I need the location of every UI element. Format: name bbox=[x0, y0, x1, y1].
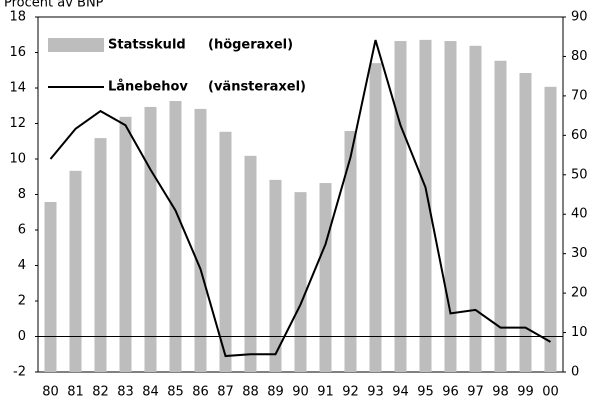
x-tick-label: 98 bbox=[492, 385, 509, 400]
x-tick-label: 95 bbox=[417, 385, 434, 400]
bar bbox=[144, 106, 157, 372]
x-tick-label: 82 bbox=[92, 385, 109, 400]
bar bbox=[494, 60, 507, 373]
y2-tick-label: 60 bbox=[571, 128, 588, 143]
bar bbox=[69, 170, 82, 372]
x-tick-label: 93 bbox=[367, 385, 384, 400]
bar bbox=[44, 201, 57, 372]
x-tick-label: 80 bbox=[42, 385, 59, 400]
y2-tick-label: 50 bbox=[571, 167, 588, 182]
x-tick-label: 96 bbox=[442, 385, 459, 400]
bar bbox=[394, 41, 407, 373]
line bbox=[49, 39, 551, 358]
bar bbox=[169, 101, 182, 373]
y2-tick-label: 30 bbox=[571, 246, 588, 261]
y2-tick-label: 40 bbox=[571, 207, 588, 222]
legend-swatch bbox=[48, 38, 104, 52]
y2-tick-label: 20 bbox=[571, 286, 588, 301]
x-tick-label: 90 bbox=[292, 385, 309, 400]
x-tick-label: 83 bbox=[117, 385, 134, 400]
legend-label: Statsskuld bbox=[108, 38, 186, 53]
y2-tick-label: 0 bbox=[571, 365, 579, 380]
bar bbox=[519, 73, 532, 372]
y-tick-label: 18 bbox=[9, 10, 26, 25]
y-tick-label: 6 bbox=[18, 223, 26, 238]
x-tick-label: 84 bbox=[142, 385, 159, 400]
bar bbox=[319, 183, 332, 372]
y2-tick-label: 90 bbox=[571, 10, 588, 25]
bar bbox=[194, 108, 207, 373]
bar bbox=[94, 138, 107, 372]
bar bbox=[544, 86, 557, 373]
y-tick-label: -2 bbox=[13, 365, 26, 380]
y-tick-label: 4 bbox=[18, 258, 26, 273]
x-tick-label: 89 bbox=[267, 385, 284, 400]
legend-note: (vänsteraxel) bbox=[208, 80, 306, 95]
x-tick-label: 81 bbox=[67, 385, 84, 400]
x-tick-label: 99 bbox=[517, 385, 534, 400]
bar bbox=[269, 179, 282, 372]
y-tick-label: 8 bbox=[18, 187, 26, 202]
y-tick-label: 12 bbox=[9, 116, 26, 131]
y2-tick-label: 80 bbox=[571, 49, 588, 64]
axis-label: Procent av BNP bbox=[4, 0, 104, 11]
bar bbox=[244, 155, 257, 372]
legend-note: (högeraxel) bbox=[208, 38, 293, 53]
x-tick-label: 00 bbox=[542, 385, 559, 400]
x-tick-label: 94 bbox=[392, 385, 409, 400]
y-tick-label: 0 bbox=[18, 329, 26, 344]
bar bbox=[294, 192, 307, 372]
bar bbox=[344, 130, 357, 372]
x-tick-label: 85 bbox=[167, 385, 184, 400]
bar bbox=[469, 45, 482, 373]
bar bbox=[219, 131, 232, 372]
x-tick-label: 86 bbox=[192, 385, 209, 400]
x-tick-label: 92 bbox=[342, 385, 359, 400]
y-tick-label: 16 bbox=[9, 45, 26, 60]
y-tick-label: 2 bbox=[18, 294, 26, 309]
bar bbox=[444, 41, 457, 373]
y2-tick-label: 70 bbox=[571, 88, 588, 103]
bar bbox=[119, 116, 132, 373]
y-tick-label: 14 bbox=[9, 81, 26, 96]
x-tick-label: 88 bbox=[242, 385, 259, 400]
x-tick-label: 91 bbox=[317, 385, 334, 400]
y-tick-label: 10 bbox=[9, 152, 26, 167]
y2-tick-label: 10 bbox=[571, 325, 588, 340]
legend-label: Lånebehov bbox=[108, 80, 188, 95]
bar bbox=[419, 39, 432, 372]
x-tick-label: 87 bbox=[217, 385, 234, 400]
bar bbox=[369, 63, 382, 373]
x-tick-label: 97 bbox=[467, 385, 484, 400]
